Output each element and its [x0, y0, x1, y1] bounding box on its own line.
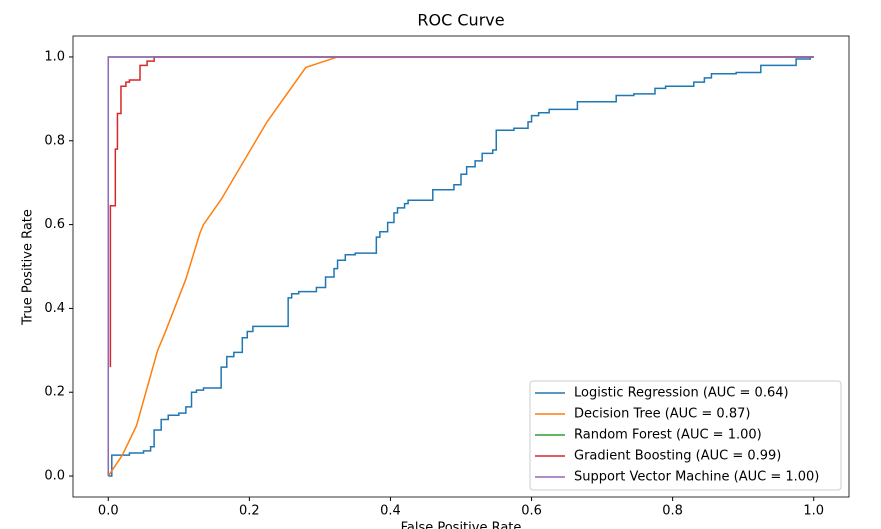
- x-tick-label: 0.8: [662, 504, 683, 519]
- y-tick-label: 0.6: [44, 217, 65, 232]
- y-tick-label: 0.2: [44, 385, 65, 400]
- y-tick-label: 0.4: [44, 301, 65, 316]
- legend-label: Logistic Regression (AUC = 0.64): [574, 386, 789, 401]
- legend-label: Random Forest (AUC = 1.00): [574, 428, 762, 443]
- y-axis-label: True Positive Rate: [21, 209, 36, 326]
- legend-label: Gradient Boosting (AUC = 0.99): [574, 449, 781, 464]
- y-tick-label: 1.0: [44, 49, 65, 64]
- x-axis-label: False Positive Rate: [401, 521, 522, 529]
- legend-label: Decision Tree (AUC = 0.87): [574, 407, 750, 422]
- legend-box: [529, 380, 842, 491]
- roc-line: [107, 56, 814, 477]
- plot-frame: [72, 35, 850, 498]
- x-tick-label: 0.6: [521, 504, 542, 519]
- x-tick-label: 0.0: [98, 504, 119, 519]
- chart-title: ROC Curve: [417, 11, 504, 30]
- x-tick-label: 1.0: [803, 504, 824, 519]
- legend-label: Support Vector Machine (AUC = 1.00): [574, 470, 819, 485]
- roc-line: [108, 56, 814, 477]
- roc-line: [109, 56, 814, 368]
- roc-line: [107, 56, 814, 477]
- x-tick-label: 0.2: [239, 504, 260, 519]
- y-tick-label: 0.8: [44, 133, 65, 148]
- y-tick-label: 0.0: [44, 469, 65, 484]
- x-tick-label: 0.4: [380, 504, 401, 519]
